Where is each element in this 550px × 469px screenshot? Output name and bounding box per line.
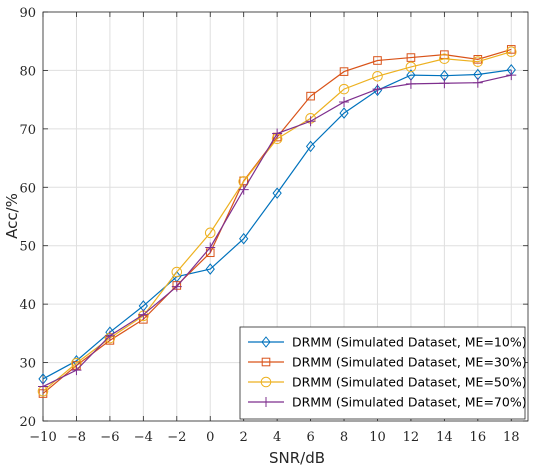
legend-marker-diamond (261, 336, 271, 348)
axes (42, 11, 529, 422)
data-point-square (373, 56, 382, 65)
data-point-square (406, 53, 416, 62)
x-tick-label: 16 (470, 430, 487, 445)
data-point-diamond (339, 107, 349, 119)
y-tick-label: 80 (19, 64, 36, 79)
data-point-plus (138, 309, 149, 320)
x-tick-label: 6 (306, 430, 314, 445)
legend-label: DRMM (Simulated Dataset, ME=50%) (292, 375, 527, 390)
legend-entry: DRMM (Simulated Dataset, ME=10%) (248, 335, 527, 350)
x-tick-label: −10 (29, 430, 56, 445)
data-point-circle (204, 227, 216, 239)
legend-label: DRMM (Simulated Dataset, ME=10%) (292, 335, 527, 350)
data-point-plus (439, 78, 450, 89)
data-point-plus (205, 242, 216, 253)
data-point-circle (439, 53, 450, 65)
series-line (42, 51, 512, 392)
legend-marker-square (261, 357, 271, 367)
series-group (37, 45, 517, 398)
data-point-plus (171, 281, 182, 292)
data-point-circle (171, 266, 183, 278)
x-tick-label: −6 (100, 430, 119, 445)
legend-label: DRMM (Simulated Dataset, ME=70%) (292, 395, 527, 410)
legend-box (239, 326, 526, 420)
data-point-circle (405, 61, 417, 73)
x-tick-label: 0 (206, 430, 214, 445)
data-point-plus (339, 96, 350, 107)
data-point-plus (71, 365, 82, 376)
legend-label: DRMM (Simulated Dataset, ME=30%) (292, 355, 527, 370)
y-tick-label: 30 (19, 357, 36, 372)
data-point-square (339, 67, 349, 76)
data-point-square (306, 91, 315, 101)
x-tick-label: 14 (436, 430, 453, 445)
data-point-plus (472, 77, 483, 88)
y-tick-label: 40 (19, 298, 36, 313)
data-point-plus (405, 78, 416, 89)
data-point-diamond (205, 263, 215, 275)
x-axis-label: SNR/dB (269, 449, 325, 467)
data-point-diamond (305, 140, 316, 153)
data-point-plus (372, 84, 383, 95)
plot-frame (42, 11, 529, 422)
tick-labels: −10 −8 −6 −4 −2 0 2 4 6 8 10 12 14 16 18 20 30 40 50 60 70 80… (19, 6, 519, 445)
data-point-diamond (239, 232, 249, 245)
data-point-circle (472, 56, 484, 67)
data-point-plus (272, 128, 283, 139)
data-point-plus (104, 330, 115, 341)
data-point-circle (372, 70, 383, 82)
data-point-circle (338, 83, 350, 95)
x-tick-label: 18 (503, 430, 520, 445)
y-tick-label: 70 (19, 123, 36, 138)
data-point-circle (505, 46, 517, 58)
x-tick-label: 8 (340, 430, 348, 445)
data-point-plus (38, 381, 48, 392)
legend-entry: DRMM (Simulated Dataset, ME=30%) (248, 355, 527, 370)
x-tick-label: −8 (67, 430, 86, 445)
data-point-plus (238, 184, 249, 195)
legend-marker-plus (261, 397, 271, 407)
x-tick-label: 10 (369, 430, 386, 445)
series-line (42, 69, 512, 380)
x-tick-label: −2 (167, 430, 186, 445)
y-axis-label: Acc/% (3, 193, 21, 239)
data-point-diamond (272, 187, 282, 199)
legend: DRMM (Simulated Dataset, ME=10%) DRMM (Si… (239, 326, 527, 420)
y-tick-label: 20 (19, 415, 36, 430)
legend-entry: DRMM (Simulated Dataset, ME=70%) (248, 395, 527, 410)
series-plus (38, 70, 517, 392)
y-tick-label: 90 (19, 6, 36, 21)
y-tick-label: 50 (19, 240, 36, 255)
x-tick-label: 12 (403, 430, 420, 445)
legend-entry: DRMM (Simulated Dataset, ME=50%) (248, 375, 527, 390)
x-tick-label: 4 (273, 430, 281, 445)
x-tick-label: 2 (240, 430, 248, 445)
data-point-plus (305, 116, 316, 127)
y-tick-label: 60 (19, 181, 36, 196)
data-point-plus (506, 70, 517, 81)
legend-marker-circle (260, 376, 272, 388)
x-tick-label: −4 (134, 430, 153, 445)
